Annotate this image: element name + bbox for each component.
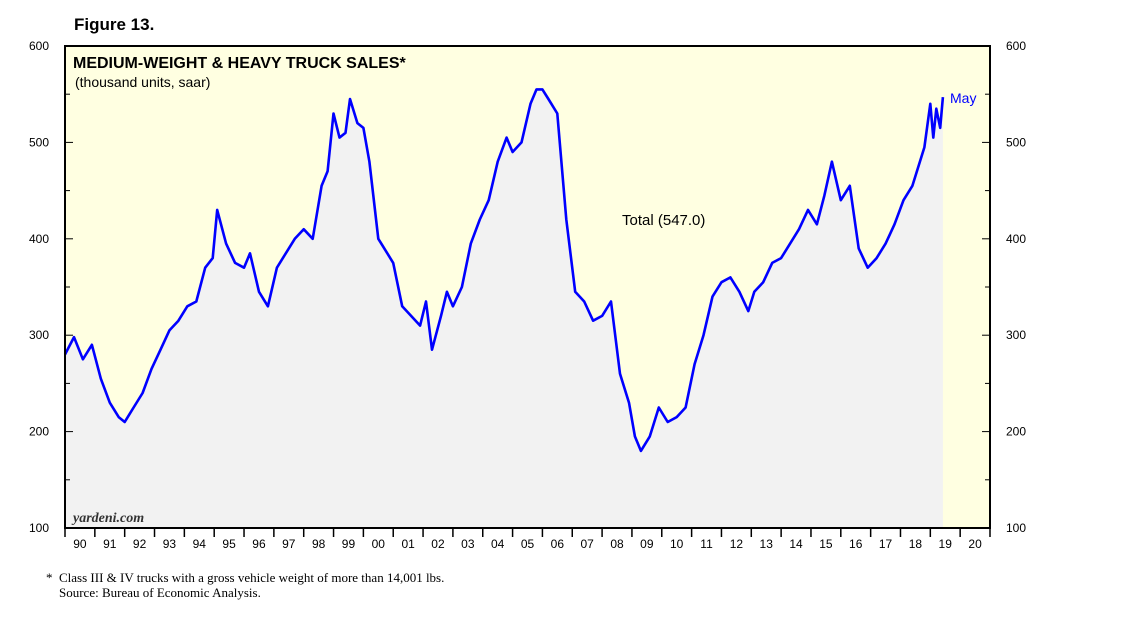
x-tick-label: 03 [461,537,475,551]
x-tick-label: 93 [163,537,177,551]
x-tick-label: 06 [551,537,565,551]
x-tick-label: 09 [640,537,654,551]
x-tick-label: 17 [879,537,893,551]
x-tick-label: 99 [342,537,356,551]
figure-label: Figure 13. [74,15,155,34]
x-tick-label: 01 [401,537,415,551]
y-tick-label-right: 100 [1006,521,1026,535]
source-note: Source: Bureau of Economic Analysis. [46,585,261,600]
x-tick-label: 97 [282,537,296,551]
x-tick-label: 96 [252,537,266,551]
x-tick-label: 98 [312,537,326,551]
x-tick-label: 91 [103,537,117,551]
x-tick-label: 05 [521,537,535,551]
footnote: * Class III & IV trucks with a gross veh… [46,570,445,585]
x-tick-label: 07 [580,537,594,551]
x-tick-label: 94 [193,537,207,551]
series-label-total: Total (547.0) [622,212,705,229]
x-tick-label: 90 [73,537,87,551]
y-axis-left: 100 200 300 400 500 600 [29,39,73,535]
x-tick-label: 15 [819,537,833,551]
x-tick-label: 13 [760,537,774,551]
y-tick-label-left: 500 [29,135,49,149]
x-tick-label: 00 [372,537,386,551]
x-tick-label: 16 [849,537,863,551]
series-end-label: May [950,90,976,106]
x-tick-label: 08 [610,537,624,551]
x-tick-label: 19 [939,537,953,551]
x-tick-label: 10 [670,537,684,551]
area-fill [65,89,943,529]
x-tick-label: 11 [700,537,713,551]
x-tick-label: 12 [730,537,744,551]
x-tick-label: 02 [431,537,445,551]
y-tick-label-right: 500 [1006,135,1026,149]
y-axis-right: 100 200 300 400 500 600 [982,39,1026,535]
x-tick-label: 14 [789,537,803,551]
x-tick-label: 18 [909,537,923,551]
y-tick-label-right: 400 [1006,232,1026,246]
y-tick-label-left: 200 [29,425,49,439]
x-tick-label: 92 [133,537,147,551]
x-tick-label: 04 [491,537,505,551]
y-tick-label-left: 300 [29,328,49,342]
x-axis: 90 91 92 93 94 95 96 97 98 99 00 01 02 03 04 05 06 07 08 09… [64,528,991,551]
chart-title: MEDIUM-WEIGHT & HEAVY TRUCK SALES* [73,55,407,72]
x-tick-label: 20 [968,537,982,551]
y-tick-label-left: 600 [29,39,49,53]
x-tick-label: 95 [222,537,236,551]
watermark-yardeni: yardeni.com [71,511,144,526]
y-tick-label-left: 400 [29,232,49,246]
y-tick-label-right: 300 [1006,328,1026,342]
y-tick-label-right: 600 [1006,39,1026,53]
y-tick-label-right: 200 [1006,425,1026,439]
chart-subtitle: (thousand units, saar) [75,74,210,90]
y-tick-label-left: 100 [29,521,49,535]
series-line-total [63,88,945,453]
